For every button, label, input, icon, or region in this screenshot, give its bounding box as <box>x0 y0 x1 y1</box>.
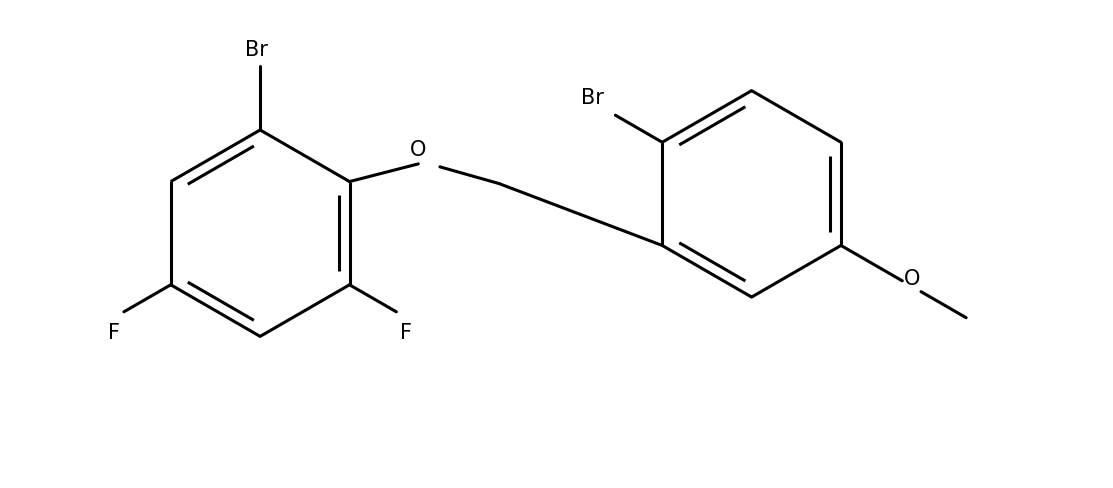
Text: F: F <box>401 322 412 342</box>
Text: O: O <box>904 268 920 288</box>
Text: Br: Br <box>245 40 267 60</box>
Text: O: O <box>411 140 426 160</box>
Text: F: F <box>108 322 120 342</box>
Text: Br: Br <box>581 88 603 108</box>
